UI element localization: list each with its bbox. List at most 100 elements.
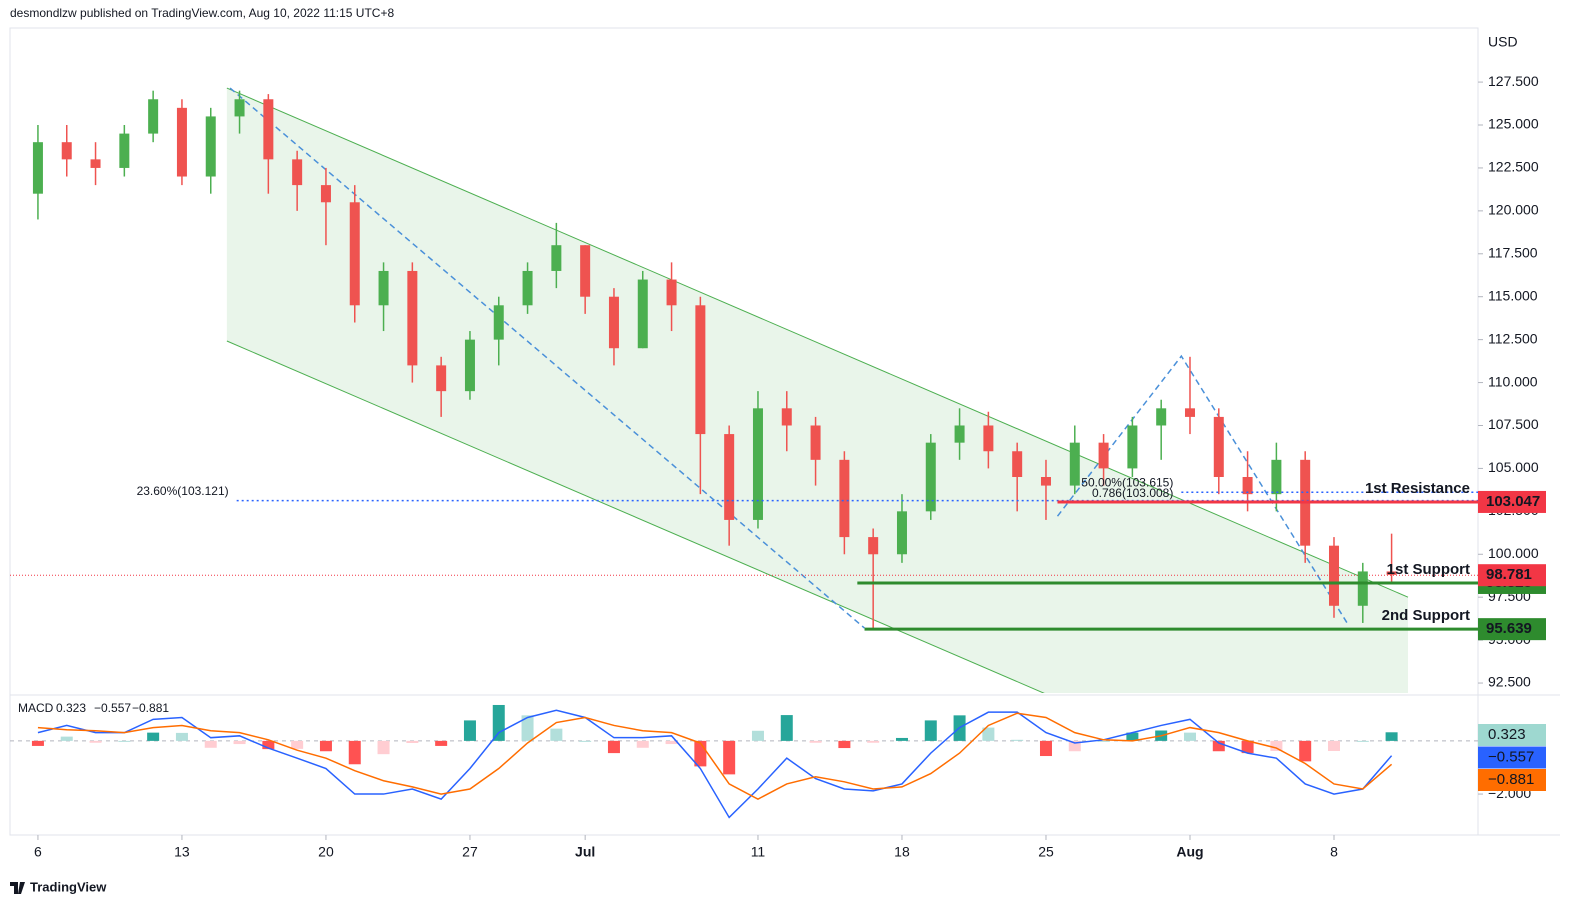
level-label: 50.00%(103.615): [1081, 475, 1173, 489]
histogram-bar: [1212, 740, 1225, 752]
y-tick-label: 105.000: [1488, 459, 1539, 475]
histogram-bar: [1097, 740, 1110, 742]
candle-body: [320, 185, 331, 203]
candle-body: [493, 305, 504, 340]
candle-body: [1184, 408, 1195, 417]
candle-body: [1012, 451, 1023, 477]
histogram-bar: [1356, 740, 1369, 742]
histogram-bar: [1385, 732, 1398, 741]
histogram-bar: [550, 728, 563, 741]
y-tick-label: 120.000: [1488, 202, 1539, 218]
candle-body: [292, 159, 303, 186]
candle-body: [580, 245, 591, 297]
histogram-bar: [463, 720, 476, 741]
legend-value: 0.323: [56, 701, 86, 715]
histogram-bar: [867, 740, 880, 743]
x-tick-label: 18: [894, 844, 910, 860]
price-box-label: 95.639: [1486, 620, 1532, 637]
y-tick-label: 117.500: [1488, 244, 1538, 260]
histogram-bar: [291, 740, 304, 749]
candle-body: [1328, 545, 1339, 606]
candle-body: [666, 279, 677, 306]
histogram-bar: [1011, 739, 1024, 741]
histogram-bar: [838, 740, 851, 749]
histogram-bar: [924, 720, 937, 741]
candle-body: [1213, 416, 1224, 477]
value-box: [1478, 769, 1546, 791]
histogram-bar: [1241, 740, 1254, 754]
footer: TradingView: [30, 879, 107, 894]
candle-body: [1357, 571, 1368, 606]
price-box: [1478, 490, 1546, 513]
histogram-bar: [751, 730, 764, 741]
header: desmondlzw published on TradingView.com,…: [10, 6, 394, 20]
candle-body: [349, 202, 360, 306]
level-label: 1st Support: [1387, 561, 1470, 578]
histogram-bar: [319, 740, 332, 752]
candle-body: [1069, 442, 1080, 486]
candle-body: [176, 107, 187, 177]
y-tick-label: 115.000: [1488, 287, 1538, 303]
candle-body: [1156, 408, 1167, 426]
candle-body: [436, 365, 447, 392]
level-label: 23.60%(103.121): [137, 484, 229, 498]
level-label: 0.786(103.008): [1092, 486, 1173, 500]
legend-value: −0.557: [94, 701, 131, 715]
logo: [10, 882, 25, 894]
candle-body: [90, 159, 101, 168]
legend-value: −0.881: [132, 701, 169, 715]
candle-body: [522, 270, 533, 306]
channel-line: [226, 87, 1409, 598]
channel-fill: [226, 88, 1409, 693]
histogram-bar: [1068, 740, 1081, 752]
trendline: [229, 87, 866, 629]
histogram-bar: [665, 740, 678, 745]
candle-body: [119, 133, 130, 168]
histogram-bar: [233, 740, 246, 745]
y-tick-label: 92.500: [1488, 674, 1531, 690]
candle-body: [378, 270, 389, 306]
y-tick-label: 100.000: [1488, 545, 1539, 561]
histogram-bar: [31, 740, 44, 746]
candle-body: [1040, 476, 1051, 486]
histogram-bar: [636, 740, 649, 748]
level-label: 2nd Support: [1382, 607, 1470, 624]
x-tick-label: 20: [318, 844, 334, 860]
histogram-bar: [348, 740, 361, 765]
histogram-bar: [118, 740, 131, 742]
y-tick-label: 127.500: [1488, 73, 1539, 89]
candle-body: [32, 142, 43, 194]
x-tick-label: 27: [462, 844, 478, 860]
candle-body: [608, 296, 619, 349]
price-box: [1478, 564, 1546, 587]
candle-body: [234, 99, 245, 117]
candle-body: [1271, 459, 1282, 495]
y-tick-label: 125.000: [1488, 116, 1539, 132]
x-tick-label: Jul: [575, 844, 595, 860]
x-tick-label: Aug: [1176, 844, 1203, 860]
candle-body: [148, 99, 159, 134]
candle-body: [1386, 571, 1397, 575]
histogram-bar: [1270, 740, 1283, 751]
candle-body: [839, 459, 850, 538]
histogram-bar: [204, 740, 217, 748]
histogram-bar: [60, 736, 73, 741]
value-box-label: 0.323: [1488, 726, 1526, 743]
histogram-bar: [723, 740, 736, 775]
macd-title: MACD: [18, 701, 54, 715]
candle-body: [925, 442, 936, 512]
candle-body: [954, 425, 965, 443]
price-box-label: 103.047: [1486, 493, 1540, 510]
histogram-bar: [1183, 732, 1196, 741]
candle-body: [1127, 425, 1138, 469]
histogram-bar: [895, 737, 908, 741]
candle-body: [752, 408, 763, 520]
histogram-bar: [377, 740, 390, 755]
channel-line: [226, 340, 1045, 693]
currency: USD: [1488, 34, 1518, 50]
candle-body: [983, 425, 994, 452]
y-tick-label: 122.500: [1488, 159, 1539, 175]
histogram-bar: [607, 740, 620, 754]
